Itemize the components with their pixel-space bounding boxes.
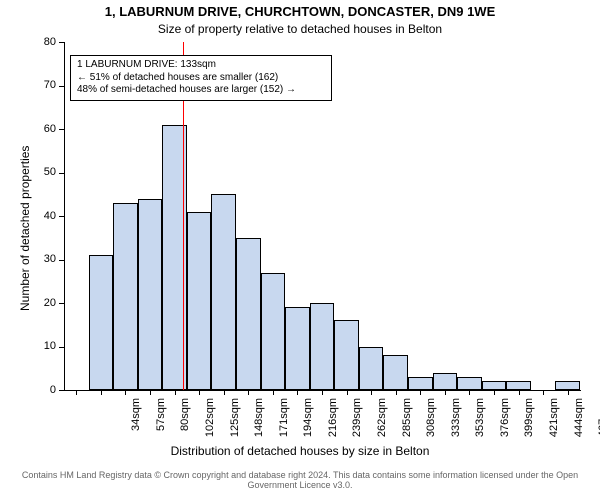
x-tick-label: 102sqm: [204, 398, 216, 448]
histogram-bar: [236, 238, 261, 390]
y-tick-label: 20: [26, 297, 56, 309]
x-tick-mark: [76, 390, 77, 395]
y-tick-label: 80: [26, 36, 56, 48]
x-tick-mark: [273, 390, 274, 395]
y-tick-label: 40: [26, 210, 56, 222]
histogram-bar: [383, 355, 408, 390]
y-tick-mark: [59, 390, 64, 391]
x-tick-mark: [297, 390, 298, 395]
y-tick-mark: [59, 347, 64, 348]
x-tick-label: 148sqm: [253, 398, 265, 448]
x-tick-mark: [248, 390, 249, 395]
x-tick-mark: [322, 390, 323, 395]
x-tick-label: 399sqm: [523, 398, 535, 448]
y-tick-mark: [59, 42, 64, 43]
y-tick-mark: [59, 303, 64, 304]
x-tick-label: 308sqm: [425, 398, 437, 448]
x-tick-label: 125sqm: [229, 398, 241, 448]
x-tick-mark: [494, 390, 495, 395]
histogram-bar: [187, 212, 212, 390]
y-tick-label: 60: [26, 123, 56, 135]
x-tick-label: 421sqm: [548, 398, 560, 448]
x-tick-mark: [445, 390, 446, 395]
x-tick-mark: [199, 390, 200, 395]
footer-text: Contains HM Land Registry data © Crown c…: [14, 470, 586, 490]
y-tick-mark: [59, 260, 64, 261]
histogram-bar: [408, 377, 433, 390]
x-tick-label: 353sqm: [474, 398, 486, 448]
x-tick-mark: [469, 390, 470, 395]
x-tick-mark: [224, 390, 225, 395]
x-tick-mark: [396, 390, 397, 395]
histogram-bar: [506, 381, 531, 390]
chart-container: 1, LABURNUM DRIVE, CHURCHTOWN, DONCASTER…: [0, 0, 600, 500]
x-tick-mark: [150, 390, 151, 395]
x-tick-mark: [420, 390, 421, 395]
histogram-bar: [113, 203, 138, 390]
x-tick-mark: [543, 390, 544, 395]
x-tick-label: 80sqm: [179, 398, 191, 448]
histogram-bar: [555, 381, 580, 390]
y-tick-mark: [59, 86, 64, 87]
x-tick-mark: [125, 390, 126, 395]
histogram-bar: [89, 255, 114, 390]
y-tick-mark: [59, 129, 64, 130]
annotation-line: 48% of semi-detached houses are larger (…: [77, 84, 325, 97]
x-tick-mark: [371, 390, 372, 395]
x-tick-label: 239sqm: [351, 398, 363, 448]
x-tick-label: 285sqm: [401, 398, 413, 448]
x-tick-mark: [175, 390, 176, 395]
y-tick-mark: [59, 216, 64, 217]
x-tick-label: 171sqm: [278, 398, 290, 448]
y-tick-label: 0: [26, 384, 56, 396]
y-tick-label: 10: [26, 340, 56, 352]
histogram-bar: [457, 377, 482, 390]
x-tick-mark: [101, 390, 102, 395]
x-tick-label: 262sqm: [376, 398, 388, 448]
chart-title: 1, LABURNUM DRIVE, CHURCHTOWN, DONCASTER…: [0, 4, 600, 19]
chart-subtitle: Size of property relative to detached ho…: [0, 22, 600, 36]
histogram-bar: [285, 307, 310, 390]
x-tick-mark: [347, 390, 348, 395]
histogram-bar: [310, 303, 335, 390]
x-tick-label: 194sqm: [302, 398, 314, 448]
x-tick-mark: [568, 390, 569, 395]
y-tick-mark: [59, 173, 64, 174]
histogram-bar: [138, 199, 163, 390]
x-tick-mark: [519, 390, 520, 395]
histogram-bar: [334, 320, 359, 390]
x-tick-label: 34sqm: [130, 398, 142, 448]
x-tick-label: 216sqm: [327, 398, 339, 448]
y-tick-label: 30: [26, 253, 56, 265]
histogram-bar: [211, 194, 236, 390]
histogram-bar: [261, 273, 286, 390]
histogram-bar: [433, 373, 458, 390]
y-tick-label: 50: [26, 166, 56, 178]
x-tick-label: 333sqm: [450, 398, 462, 448]
annotation-line: ← 51% of detached houses are smaller (16…: [77, 72, 325, 85]
annotation-box: 1 LABURNUM DRIVE: 133sqm← 51% of detache…: [70, 55, 332, 101]
histogram-bar: [482, 381, 507, 390]
x-tick-label: 444sqm: [573, 398, 585, 448]
x-tick-label: 376sqm: [499, 398, 511, 448]
histogram-bar: [359, 347, 384, 391]
annotation-line: 1 LABURNUM DRIVE: 133sqm: [77, 59, 325, 72]
y-tick-label: 70: [26, 79, 56, 91]
x-tick-label: 57sqm: [155, 398, 167, 448]
